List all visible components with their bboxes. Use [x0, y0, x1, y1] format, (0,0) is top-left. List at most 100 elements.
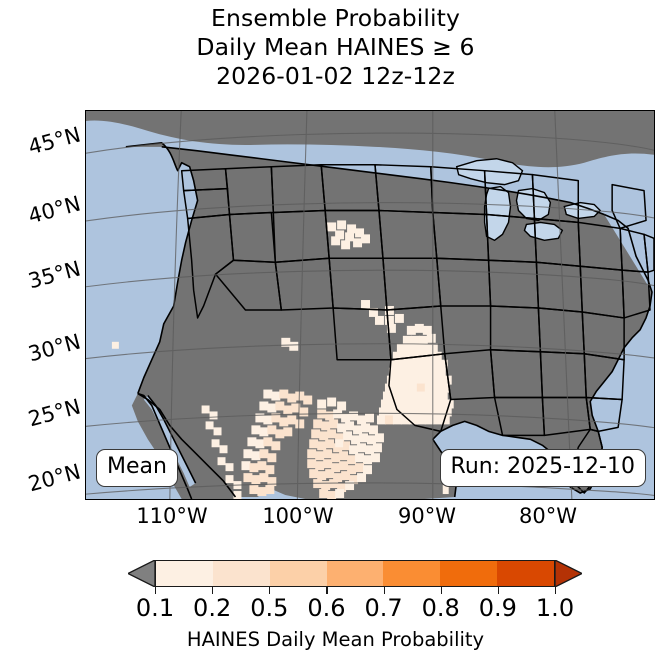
- probability-cell: [317, 441, 327, 451]
- probability-cell: [394, 375, 404, 385]
- colorbar-segment-3: [326, 561, 384, 586]
- probability-cell: [209, 411, 218, 420]
- probability-cell: [406, 359, 416, 369]
- probability-cell: [283, 405, 293, 415]
- probability-cell: [357, 415, 367, 425]
- probability-cell: [219, 445, 228, 454]
- probability-cell: [267, 425, 277, 435]
- probability-cell: [355, 228, 365, 238]
- lat-label-5: 20°N: [25, 459, 84, 497]
- title-line-3: 2026-01-02 12z-12z: [216, 62, 455, 90]
- probability-cell: [434, 407, 444, 417]
- probability-cell: [337, 220, 347, 230]
- probability-cell: [384, 315, 394, 325]
- probability-cell: [265, 465, 275, 475]
- probability-cell: [327, 491, 337, 499]
- colorbar-tick-label-4: 0.7: [364, 594, 403, 622]
- probability-cell: [321, 481, 331, 491]
- probability-cell: [426, 375, 436, 385]
- probability-cell: [422, 391, 432, 401]
- probability-cell: [347, 455, 357, 465]
- colorbar-segment-1: [212, 561, 270, 586]
- probability-cell: [321, 421, 331, 431]
- probability-cell: [372, 443, 382, 453]
- probability-cell: [317, 399, 327, 409]
- probability-cell: [205, 421, 214, 430]
- probability-cell: [386, 375, 396, 385]
- probability-cell: [325, 469, 335, 479]
- probability-cell: [420, 367, 430, 377]
- mean-label-box[interactable]: Mean: [96, 449, 178, 487]
- probability-cell: [424, 383, 434, 393]
- probability-cell: [365, 445, 374, 455]
- colorbar-tick-6: [497, 587, 500, 594]
- probability-cell: [345, 421, 355, 431]
- probability-cell: [390, 391, 400, 401]
- probability-cell: [319, 431, 329, 441]
- probability-cell: [398, 359, 408, 369]
- probability-cell: [418, 335, 428, 345]
- colorbar[interactable]: 0.1 0.2 0.5 0.6 0.7 0.8 0.9 1.0 HAINES Daily Me…: [0, 552, 671, 658]
- probability-cell: [275, 401, 285, 411]
- probability-cell: [345, 232, 355, 242]
- probability-cell: [369, 307, 378, 317]
- probability-cell: [361, 423, 370, 433]
- probability-cell: [353, 425, 363, 435]
- colorbar-gradient[interactable]: [155, 560, 555, 587]
- probability-cell: [414, 359, 424, 369]
- title-line-1: Ensemble Probability: [211, 4, 460, 32]
- probability-cell: [400, 351, 410, 361]
- probability-cell: [341, 441, 351, 451]
- probability-cell: [317, 471, 327, 481]
- probability-cell: [396, 399, 406, 409]
- colorbar-tick-labels: 0.1 0.2 0.5 0.6 0.7 0.8 0.9 1.0: [0, 594, 671, 624]
- probability-cell: [327, 429, 337, 439]
- colorbar-tick-5: [440, 587, 442, 594]
- probability-cell: [309, 439, 319, 449]
- probability-cell: [313, 419, 323, 429]
- land-canada: [86, 111, 654, 168]
- probability-cell: [392, 351, 402, 361]
- probability-cell: [430, 359, 440, 369]
- probability-cell: [335, 439, 344, 448]
- probability-cell: [263, 389, 273, 399]
- colorbar-ticks: [155, 587, 557, 594]
- colorbar-tick-2: [269, 587, 271, 594]
- probability-cell: [422, 325, 432, 335]
- probability-cell: [440, 415, 450, 425]
- probability-cell: [259, 427, 269, 437]
- probability-cell: [259, 449, 269, 459]
- colorbar-tick-4: [383, 587, 385, 594]
- probability-cell: [408, 351, 418, 361]
- colorbar-segment-5: [440, 561, 498, 586]
- probability-cell: [402, 335, 412, 345]
- probability-cell: [243, 449, 253, 459]
- probability-cell: [211, 439, 220, 448]
- probability-cell: [289, 341, 299, 351]
- probability-cell: [349, 411, 359, 421]
- probability-cell: [367, 435, 376, 445]
- probability-cell: [400, 383, 410, 393]
- probability-cell: [392, 415, 402, 425]
- run-label-box[interactable]: Run: 2025-12-10: [439, 449, 646, 487]
- colorbar-segment-2: [269, 561, 327, 586]
- probability-cell: [355, 463, 365, 473]
- probability-cell: [271, 441, 281, 451]
- atlantic-ocean: [584, 214, 654, 499]
- probability-cell: [369, 425, 378, 435]
- probability-cell: [426, 407, 436, 417]
- state-borders: [180, 163, 654, 494]
- probability-cell: [327, 222, 337, 232]
- probability-cell: [438, 359, 448, 369]
- probability-cell: [422, 359, 432, 369]
- probability-cell: [374, 315, 384, 325]
- probability-cell: [341, 413, 351, 423]
- probability-cell: [249, 463, 259, 473]
- colorbar-over-arrow-icon: [555, 560, 582, 587]
- probability-cell: [251, 451, 261, 461]
- map-panel[interactable]: Mean Run: 2025-12-10: [85, 110, 655, 500]
- probability-cell: [357, 473, 367, 483]
- probability-cell: [382, 391, 392, 401]
- probability-cell: [398, 391, 408, 401]
- probability-cell: [251, 475, 261, 485]
